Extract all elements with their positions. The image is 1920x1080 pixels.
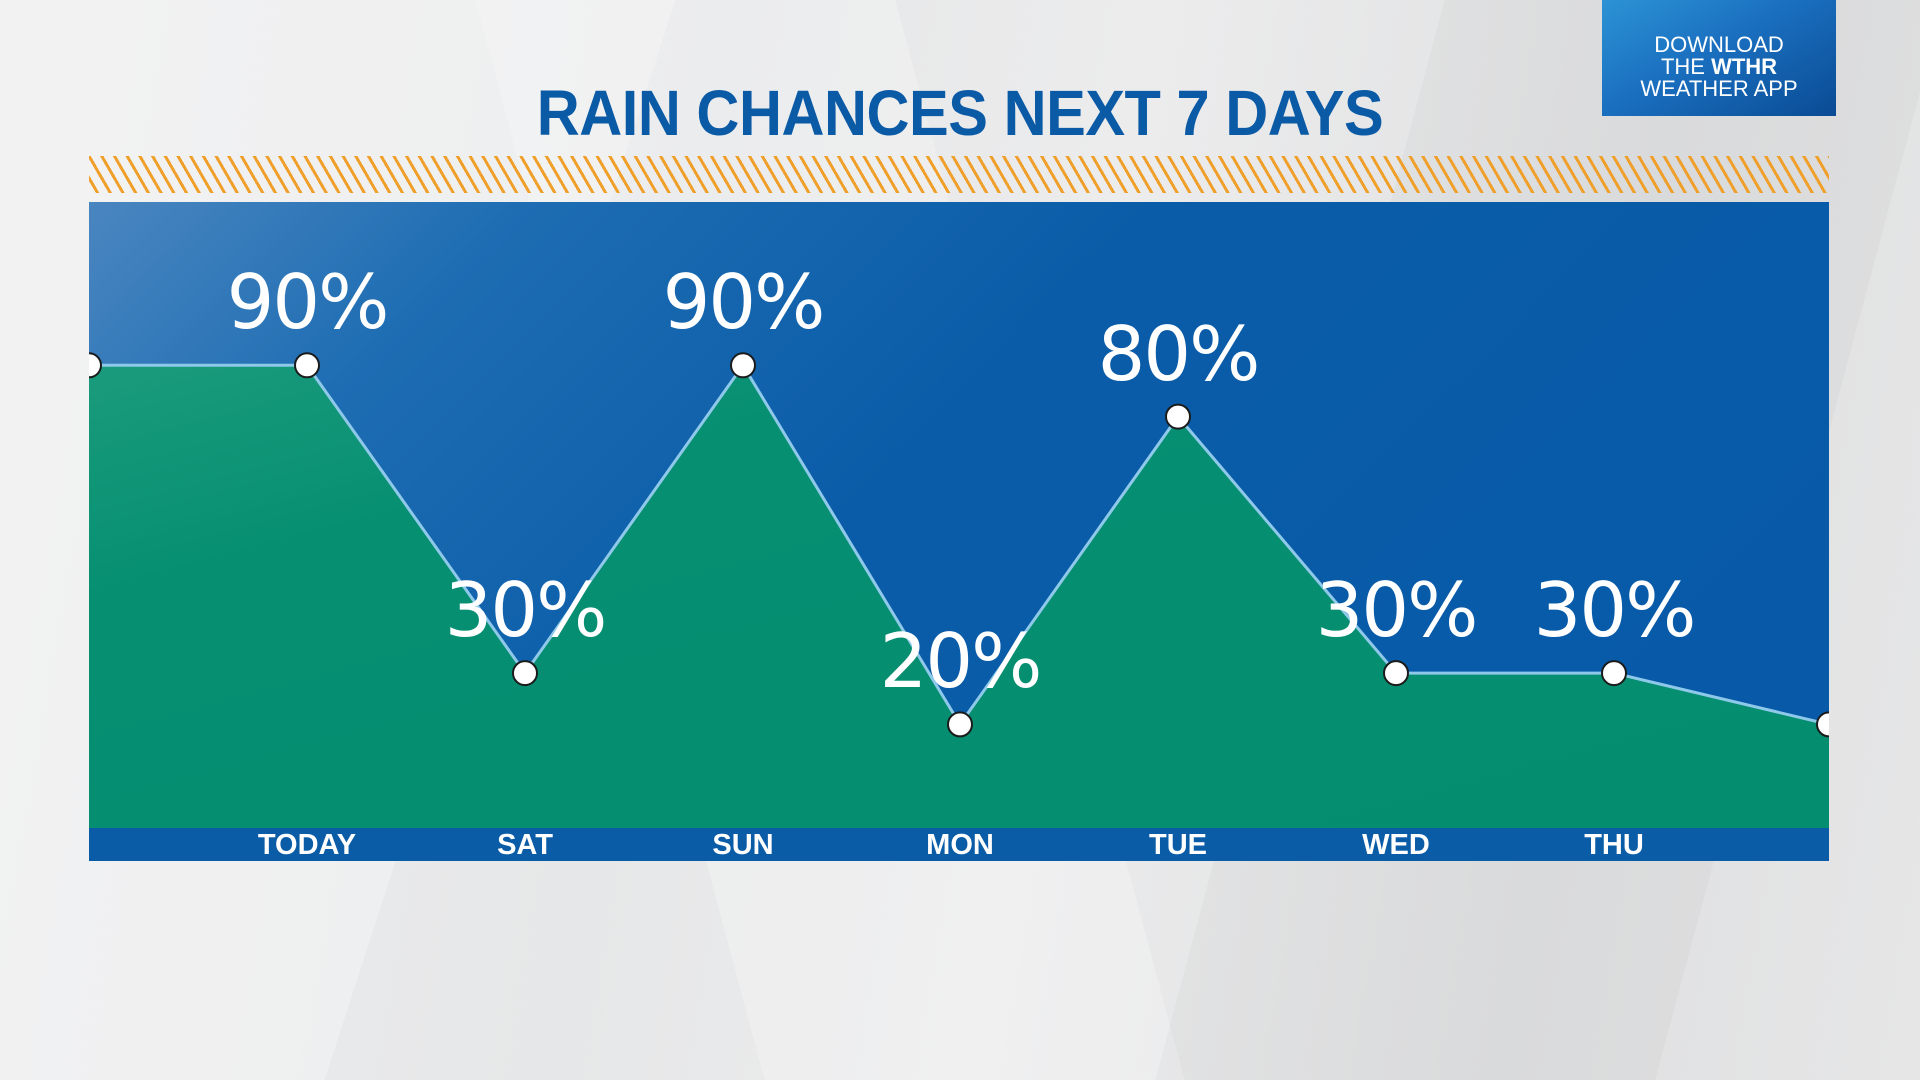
rain-chance-label-today: 90% bbox=[226, 258, 390, 347]
data-point-dot bbox=[1165, 403, 1191, 430]
badge-brand-text: WTHR bbox=[1711, 54, 1778, 79]
rain-chance-label-mon: 20% bbox=[879, 617, 1043, 706]
rain-chance-label-sat: 30% bbox=[444, 566, 608, 655]
rain-chance-label-wed: 30% bbox=[1315, 566, 1479, 655]
badge-the-text: THE bbox=[1660, 54, 1712, 79]
download-app-badge[interactable]: DOWNLOAD THE WTHR WEATHER APP bbox=[1602, 0, 1836, 116]
day-label-tue: TUE bbox=[1149, 829, 1207, 861]
page-title: RAIN CHANCES NEXT 7 DAYS bbox=[536, 77, 1384, 149]
day-label-today: TODAY bbox=[257, 829, 357, 861]
badge-line-app: WEATHER APP bbox=[1640, 76, 1798, 101]
day-label-thu: THU bbox=[1584, 829, 1644, 861]
badge-line-brand: THE WTHR bbox=[1602, 56, 1836, 78]
day-label-wed: WED bbox=[1362, 829, 1430, 861]
day-label-sat: SAT bbox=[497, 829, 553, 861]
rain-chance-label-thu: 30% bbox=[1533, 566, 1697, 655]
data-point-dot bbox=[1601, 660, 1627, 687]
rain-area-chart bbox=[89, 352, 1829, 828]
badge-line-download: DOWNLOAD bbox=[1654, 32, 1784, 57]
day-label-mon: MON bbox=[926, 829, 994, 861]
data-points bbox=[89, 352, 1829, 738]
data-point-dot bbox=[512, 660, 538, 687]
rain-chance-label-sun: 90% bbox=[662, 258, 826, 347]
data-point-dot bbox=[1816, 711, 1829, 738]
data-point-dot bbox=[1383, 660, 1409, 687]
data-point-dot bbox=[294, 352, 320, 379]
data-point-dot bbox=[730, 352, 756, 379]
data-point-dot bbox=[947, 711, 973, 738]
day-axis-bar bbox=[89, 828, 1829, 861]
hatch-divider bbox=[89, 156, 1829, 193]
rain-chance-label-tue: 80% bbox=[1097, 309, 1261, 398]
data-point-dot bbox=[89, 352, 102, 379]
day-label-sun: SUN bbox=[712, 829, 774, 861]
rain-area-fill bbox=[89, 365, 1829, 828]
chart-panel bbox=[89, 202, 1829, 861]
